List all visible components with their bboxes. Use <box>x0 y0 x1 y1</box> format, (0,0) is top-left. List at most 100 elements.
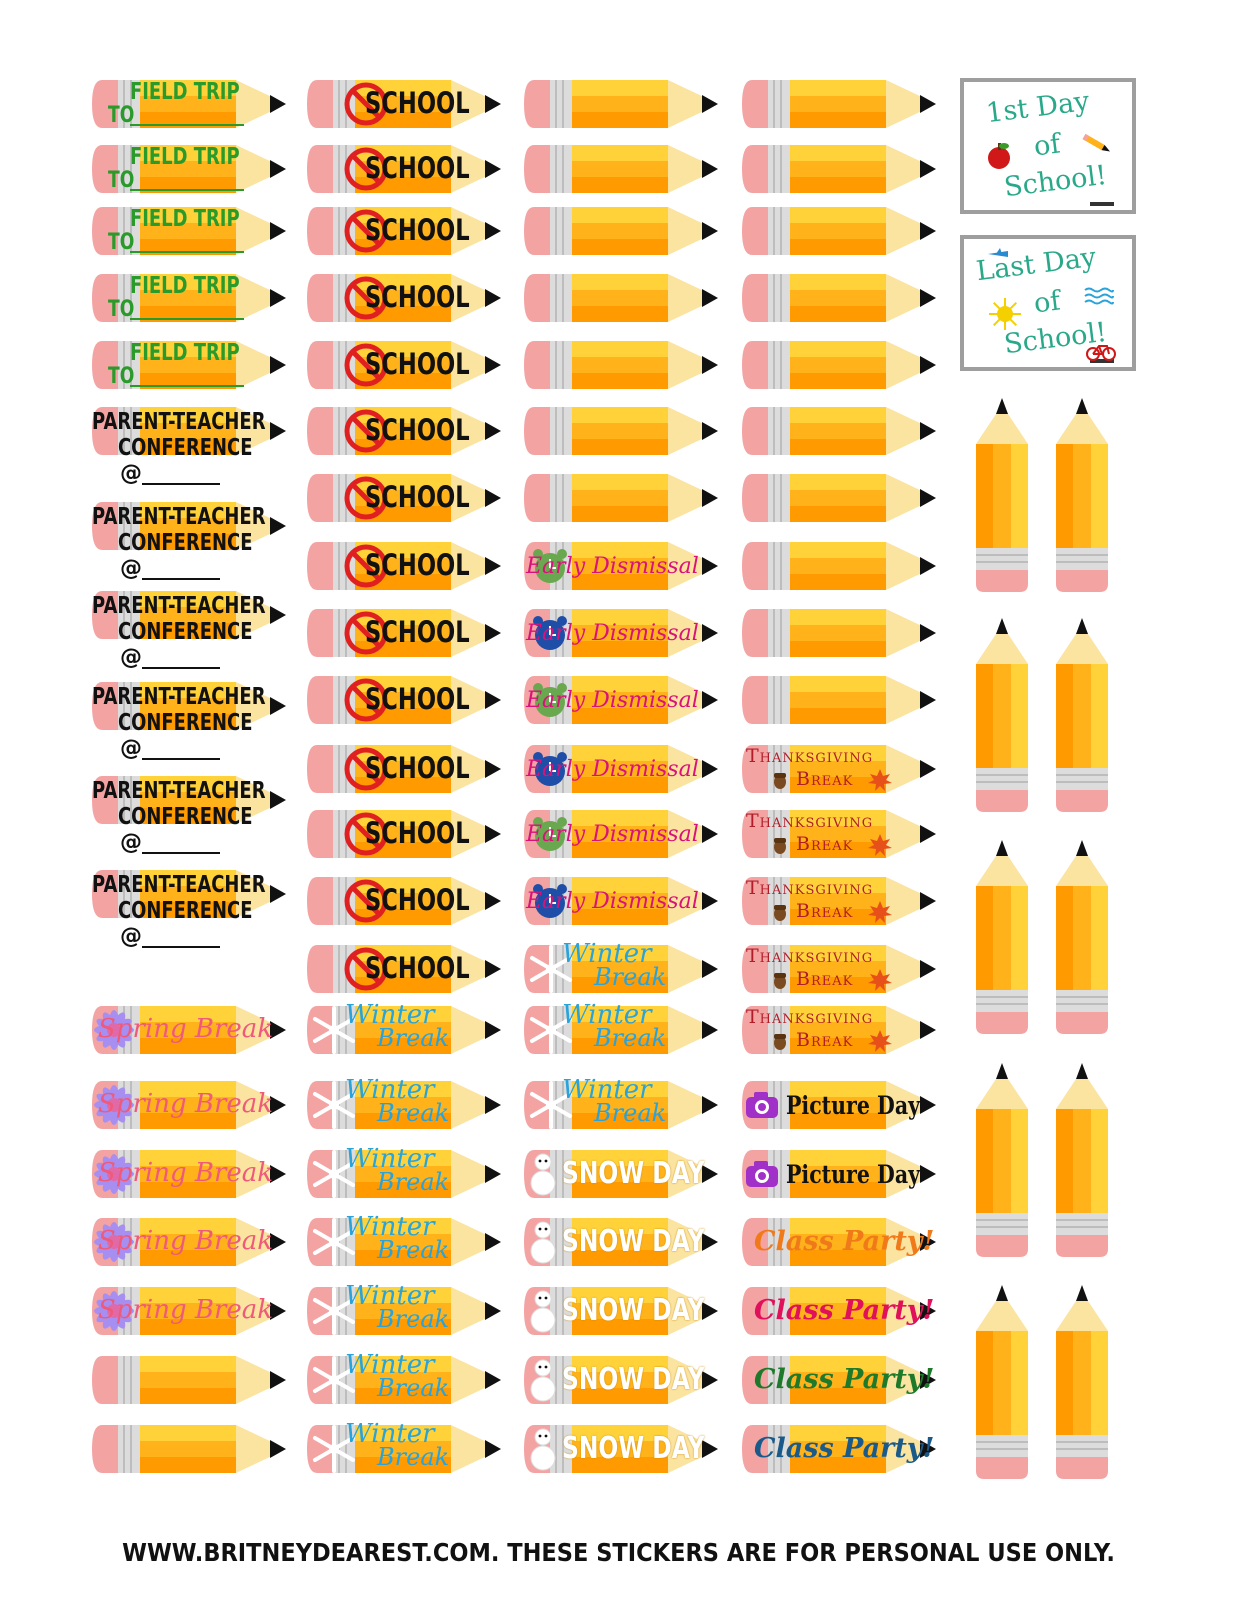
field-trip-title: FIELD TRIP <box>130 340 240 366</box>
pencil-sticker-blank <box>740 607 936 659</box>
snow-day-label: SNOW DAY <box>562 1362 705 1397</box>
ptc-subtitle: CONFERENCE <box>118 804 253 830</box>
standing-pencil <box>1054 618 1110 814</box>
winter-label-top: Winter <box>562 1000 652 1030</box>
ptc-subtitle: CONFERENCE <box>118 619 253 645</box>
marker-tray <box>1090 359 1114 363</box>
pencil-sticker-winter: Winter Break <box>522 1000 718 1056</box>
pencil-sticker-party: Class Party! <box>740 1354 936 1406</box>
pencil-sticker-spring: Spring Break <box>90 1216 286 1268</box>
write-line <box>130 318 244 320</box>
thanksgiving-label-bottom: Break <box>796 900 854 922</box>
flower-icon <box>92 1220 136 1264</box>
ptc-subtitle: CONFERENCE <box>118 435 253 461</box>
pencil-sticker-noschool: SCHOOL <box>305 743 501 795</box>
ptc-title: PARENT-TEACHER <box>92 593 266 619</box>
ptc-title: PARENT-TEACHER <box>92 778 266 804</box>
pencil-sticker-blank <box>522 272 718 324</box>
thanksgiving-label-bottom: Break <box>796 833 854 855</box>
snowman-icon <box>528 1150 558 1198</box>
pencil-sticker-blank <box>740 272 936 324</box>
pencil-sticker-dismissal: Early Dismissal <box>522 674 718 726</box>
acorn-icon <box>772 971 788 989</box>
pencil-sticker-blank <box>522 405 718 457</box>
maple-leaf-icon <box>868 969 892 991</box>
snow-day-label: SNOW DAY <box>562 1224 705 1259</box>
pencil-sticker-noschool: SCHOOL <box>305 808 501 860</box>
class-party-label: Class Party! <box>754 1364 935 1395</box>
pencil-sticker-winter: Winter Break <box>522 941 718 995</box>
no-sign-icon <box>343 946 389 992</box>
field-trip-to: TO <box>108 168 135 193</box>
pencil-sticker-blank <box>740 143 936 195</box>
winter-label-bottom: Break <box>377 1024 450 1052</box>
alarm-clock-icon <box>530 749 570 789</box>
pencil-sticker-snow: SNOW DAY <box>522 1285 718 1337</box>
school-label: SCHOOL <box>365 951 470 985</box>
standing-pencil <box>974 840 1030 1036</box>
whiteboard-sticker: 1st Day of School! <box>960 78 1136 214</box>
ptc-title: PARENT-TEACHER <box>92 504 266 530</box>
camera-icon <box>744 1159 780 1189</box>
pencil-sticker-winter: Winter Break <box>305 1077 501 1131</box>
board-line-1: 1st Day <box>984 85 1091 130</box>
airplane-icon <box>988 245 1008 257</box>
write-line <box>130 189 244 191</box>
pencil-sticker-winter: Winter Break <box>305 1421 501 1475</box>
ptc-title: PARENT-TEACHER <box>92 684 266 710</box>
acorn-icon <box>772 1032 788 1050</box>
school-label: SCHOOL <box>365 413 470 447</box>
winter-label-bottom: Break <box>377 1305 450 1333</box>
pencil-sticker-dismissal: Early Dismissal <box>522 875 718 927</box>
alarm-clock-icon <box>530 546 570 586</box>
pencil-sticker-dismissal: Early Dismissal <box>522 808 718 860</box>
no-sign-icon <box>343 746 389 792</box>
pencil-sticker-fieldtrip: FIELD TRIP TO <box>90 205 286 257</box>
ptc-at: @ <box>120 556 142 581</box>
no-sign-icon <box>343 878 389 924</box>
pencil-sticker-dismissal: Early Dismissal <box>522 540 718 592</box>
pencil-sticker-noschool: SCHOOL <box>305 205 501 257</box>
pencil-sticker-dismissal: Early Dismissal <box>522 607 718 659</box>
no-sign-icon <box>343 275 389 321</box>
field-trip-to: TO <box>108 103 135 128</box>
no-sign-icon <box>343 342 389 388</box>
pencil-sticker-thanks: Thanksgiving Break <box>740 743 936 795</box>
maple-leaf-icon <box>868 769 892 791</box>
snow-day-label: SNOW DAY <box>562 1431 705 1466</box>
school-label: SCHOOL <box>365 347 470 381</box>
pencil-sticker-winter: Winter Break <box>305 1283 501 1337</box>
pencil-sticker-thanks: Thanksgiving Break <box>740 1004 936 1056</box>
spring-break-label: Spring Break <box>98 1226 274 1256</box>
field-trip-title: FIELD TRIP <box>130 206 240 232</box>
write-line <box>130 385 244 387</box>
pencil-sticker-winter: Winter Break <box>305 1002 501 1056</box>
acorn-icon <box>772 903 788 921</box>
no-sign-icon <box>343 208 389 254</box>
sun-icon <box>988 297 1022 331</box>
pencil-sticker-thanks: Thanksgiving Break <box>740 943 936 995</box>
snowman-icon <box>528 1218 558 1266</box>
pencil-sticker-party: Class Party! <box>740 1216 936 1268</box>
thanksgiving-label-bottom: Break <box>796 968 854 990</box>
school-label: SCHOOL <box>365 751 470 785</box>
alarm-clock-icon <box>530 814 570 854</box>
pencil-sticker-blank <box>740 674 936 726</box>
write-line <box>142 758 220 760</box>
snowflake-icon <box>526 1005 576 1055</box>
pencil-sticker-ptc: PARENT-TEACHER CONFERENCE @ <box>90 405 286 485</box>
no-sign-icon <box>343 610 389 656</box>
pencil-sticker-noschool: SCHOOL <box>305 472 501 524</box>
school-label: SCHOOL <box>365 151 470 185</box>
pencil-sticker-blank <box>740 540 936 592</box>
thanksgiving-label-top: Thanksgiving <box>746 877 874 899</box>
standing-pencil <box>1054 398 1110 594</box>
ptc-at: @ <box>120 645 142 670</box>
maple-leaf-icon <box>868 1030 892 1052</box>
pencil-sticker-fieldtrip: FIELD TRIP TO <box>90 78 286 130</box>
field-trip-title: FIELD TRIP <box>130 144 240 170</box>
pencil-sticker-noschool: SCHOOL <box>305 875 501 927</box>
pencil-sticker-noschool: SCHOOL <box>305 540 501 592</box>
pencil-sticker-ptc: PARENT-TEACHER CONFERENCE @ <box>90 868 286 948</box>
ptc-title: PARENT-TEACHER <box>92 872 266 898</box>
